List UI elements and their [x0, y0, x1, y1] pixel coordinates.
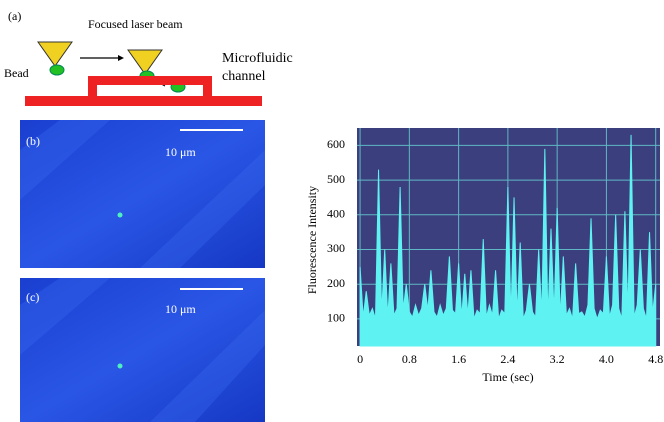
y-tick-label: 500 [327, 172, 345, 186]
beam-label: Focused laser beam [88, 17, 183, 31]
channel [25, 76, 262, 106]
laser-cone [127, 49, 163, 75]
x-tick-label: 0.8 [402, 352, 417, 366]
bead [49, 64, 65, 76]
bead-spot [117, 212, 123, 218]
y-tick-label: 300 [327, 241, 345, 255]
micrograph [20, 120, 265, 268]
panel-label: (a) [8, 9, 21, 23]
channel-wall [150, 310, 265, 422]
scale-label: 10 μm [165, 145, 196, 159]
laser-cone [37, 41, 73, 67]
x-tick-label: 4.0 [599, 352, 614, 366]
y-tick-label: 100 [327, 311, 345, 325]
arrow-head [118, 55, 124, 61]
x-axis-label: Time (sec) [482, 370, 533, 384]
panel-label: (c) [26, 290, 39, 304]
panel-label: (b) [26, 134, 40, 148]
y-tick-label: 600 [327, 137, 345, 151]
y-tick-label: 200 [327, 276, 345, 290]
x-tick-label: 2.4 [500, 352, 515, 366]
micrograph [20, 278, 265, 422]
trace-area [359, 134, 657, 347]
channel-wall [20, 278, 110, 355]
x-tick-label: 4.8 [648, 352, 663, 366]
x-tick-label: 1.6 [451, 352, 466, 366]
bead-label: Bead [4, 66, 29, 80]
channel-label: Microfluidic channel [222, 51, 293, 84]
x-tick-label: 3.2 [550, 352, 565, 366]
scale-label: 10 μm [165, 302, 196, 316]
x-tick-label: 0 [357, 352, 363, 366]
y-tick-label: 400 [327, 207, 345, 221]
channel-wall [140, 150, 265, 268]
bead-spot [117, 363, 123, 369]
channel-wall [20, 120, 110, 200]
y-axis-label: Fluorescence Intensity [305, 186, 319, 294]
